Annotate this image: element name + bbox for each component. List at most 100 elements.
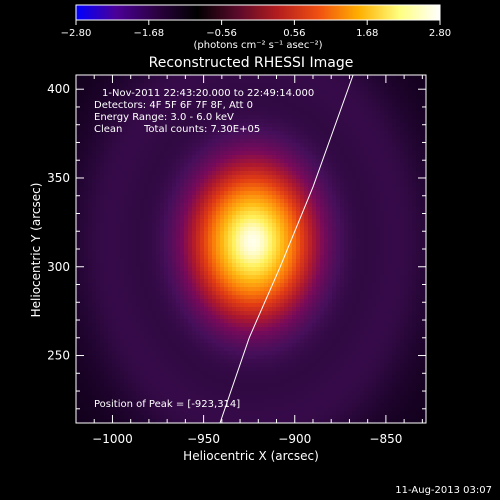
heatmap-pixel — [204, 211, 208, 215]
heatmap-pixel — [288, 227, 292, 231]
heatmap-pixel — [172, 183, 176, 187]
heatmap-pixel — [300, 191, 304, 195]
heatmap-pixel — [228, 263, 232, 267]
heatmap-pixel — [340, 223, 344, 227]
heatmap-pixel — [116, 191, 120, 195]
heatmap-pixel — [332, 271, 336, 275]
heatmap-pixel — [352, 159, 356, 163]
heatmap-pixel — [172, 283, 176, 287]
heatmap-pixel — [304, 179, 308, 183]
heatmap-pixel — [220, 131, 224, 135]
heatmap-pixel — [424, 215, 426, 219]
heatmap-pixel — [112, 219, 116, 223]
heatmap-pixel — [348, 131, 352, 135]
heatmap-pixel — [328, 239, 332, 243]
heatmap-pixel — [376, 187, 380, 191]
heatmap-pixel — [236, 263, 240, 267]
heatmap-pixel — [84, 231, 88, 235]
heatmap-pixel — [128, 151, 132, 155]
heatmap-pixel — [84, 127, 88, 131]
heatmap-pixel — [108, 103, 112, 107]
heatmap-pixel — [212, 247, 216, 251]
heatmap-pixel — [336, 187, 340, 191]
heatmap-pixel — [228, 147, 232, 151]
heatmap-pixel — [140, 187, 144, 191]
heatmap-pixel — [288, 187, 292, 191]
heatmap-pixel — [408, 231, 412, 235]
heatmap-pixel — [376, 263, 380, 267]
heatmap-pixel — [324, 147, 328, 151]
heatmap-pixel — [112, 87, 116, 91]
heatmap-pixel — [164, 75, 168, 79]
heatmap-pixel — [240, 199, 244, 203]
heatmap-pixel — [124, 271, 128, 275]
heatmap-pixel — [388, 171, 392, 175]
heatmap-pixel — [176, 87, 180, 91]
heatmap-pixel — [92, 171, 96, 175]
heatmap-pixel — [316, 163, 320, 167]
heatmap-pixel — [324, 163, 328, 167]
heatmap-pixel — [256, 159, 260, 163]
heatmap-pixel — [272, 235, 276, 239]
heatmap-pixel — [172, 163, 176, 167]
heatmap-pixel — [176, 91, 180, 95]
heatmap-pixel — [264, 235, 268, 239]
heatmap-pixel — [416, 123, 420, 127]
heatmap-pixel — [104, 259, 108, 263]
heatmap-pixel — [300, 179, 304, 183]
heatmap-pixel — [144, 163, 148, 167]
heatmap-pixel — [100, 75, 104, 79]
heatmap-pixel — [388, 103, 392, 107]
heatmap-pixel — [300, 243, 304, 247]
heatmap-pixel — [304, 155, 308, 159]
heatmap-pixel — [288, 191, 292, 195]
heatmap-pixel — [288, 75, 292, 79]
heatmap-pixel — [152, 227, 156, 231]
heatmap-pixel — [324, 179, 328, 183]
heatmap-pixel — [356, 91, 360, 95]
heatmap-pixel — [284, 219, 288, 223]
heatmap-pixel — [104, 127, 108, 131]
heatmap-pixel — [112, 191, 116, 195]
heatmap-pixel — [104, 159, 108, 163]
heatmap-pixel — [300, 203, 304, 207]
heatmap-pixel — [356, 199, 360, 203]
heatmap-pixel — [144, 123, 148, 127]
heatmap-pixel — [168, 247, 172, 251]
heatmap-pixel — [84, 99, 88, 103]
heatmap-pixel — [148, 259, 152, 263]
heatmap-pixel — [320, 203, 324, 207]
heatmap-pixel — [368, 183, 372, 187]
heatmap-pixel — [176, 103, 180, 107]
heatmap-pixel — [212, 75, 216, 79]
heatmap-pixel — [340, 131, 344, 135]
heatmap-pixel — [276, 87, 280, 91]
heatmap-pixel — [348, 127, 352, 131]
heatmap-pixel — [104, 175, 108, 179]
heatmap-pixel — [284, 83, 288, 87]
heatmap-pixel — [80, 103, 84, 107]
heatmap-pixel — [272, 267, 276, 271]
heatmap-pixel — [332, 183, 336, 187]
heatmap-pixel — [400, 135, 404, 139]
heatmap-pixel — [144, 243, 148, 247]
heatmap-pixel — [124, 123, 128, 127]
heatmap-pixel — [404, 271, 408, 275]
heatmap-pixel — [104, 107, 108, 111]
heatmap-pixel — [400, 247, 404, 251]
heatmap-pixel — [340, 183, 344, 187]
heatmap-pixel — [148, 163, 152, 167]
heatmap-pixel — [168, 139, 172, 143]
heatmap-pixel — [104, 155, 108, 159]
heatmap-pixel — [84, 131, 88, 135]
heatmap-pixel — [348, 115, 352, 119]
heatmap-pixel — [120, 279, 124, 283]
heatmap-pixel — [152, 167, 156, 171]
heatmap-pixel — [372, 231, 376, 235]
heatmap-pixel — [176, 155, 180, 159]
heatmap-pixel — [80, 151, 84, 155]
heatmap-pixel — [424, 107, 426, 111]
heatmap-pixel — [240, 223, 244, 227]
heatmap-pixel — [268, 123, 272, 127]
heatmap-pixel — [400, 127, 404, 131]
